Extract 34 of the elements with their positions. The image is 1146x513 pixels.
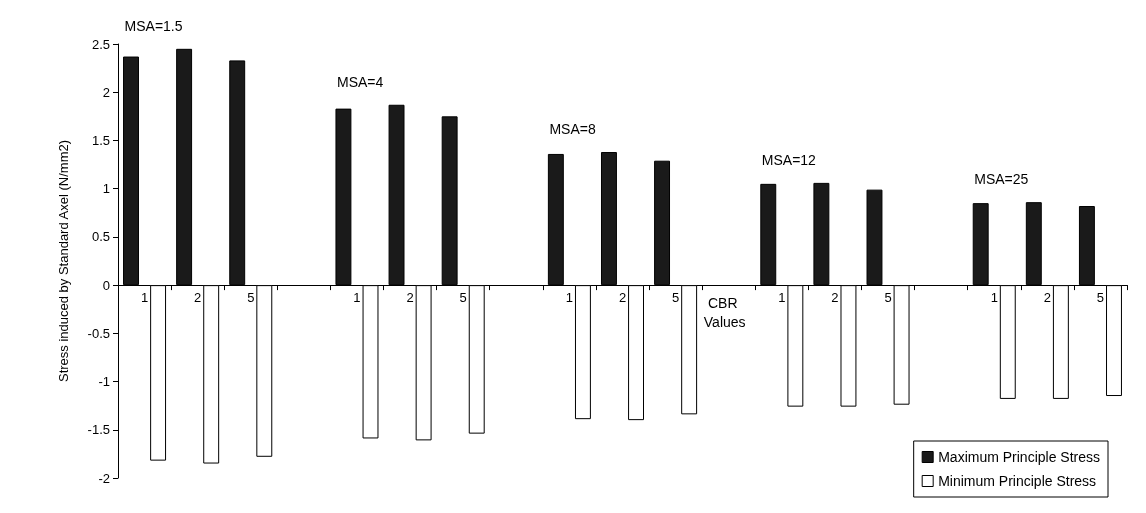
x-tick-label: 2	[1043, 290, 1051, 306]
x-tick-label: 2	[406, 290, 414, 306]
x-tick-label: 5	[247, 290, 255, 306]
x-tick-label: 2	[831, 290, 839, 306]
x-tick-label: 1	[778, 290, 786, 306]
x-tick-label: 5	[671, 290, 680, 306]
x-tick-label: 2	[618, 290, 627, 306]
y-tick-label: 0.5	[91, 229, 110, 245]
x-tick-label: 1	[990, 290, 998, 306]
y-tick-label: 2.5	[91, 36, 110, 52]
y-tick-label: 0	[102, 277, 110, 293]
y-axis-title: Stress induced by Standard Axel (N/mm2)	[56, 139, 71, 383]
y-tick-label: 2	[102, 84, 110, 100]
y-tick-label: -0.5	[87, 325, 110, 341]
legend-label: Maximum Principle Stress	[938, 449, 1101, 465]
y-tick-label: -1	[98, 374, 110, 390]
x-tick-label: 5	[884, 290, 892, 306]
annotation: MSA=25	[974, 171, 1029, 188]
legend-label: Minimum Principle Stress	[938, 473, 1097, 489]
annotation: MSA=8	[549, 121, 596, 138]
y-tick-label: 1	[102, 181, 110, 197]
annotation: MSA=4	[336, 73, 384, 90]
text: MSA=1.5	[124, 17, 183, 34]
x-axis-title: CBR Values	[703, 294, 746, 330]
x-tick-label: 5	[459, 290, 467, 306]
y-tick-label: -2	[98, 470, 110, 486]
y-tick-label: -1.5	[87, 422, 110, 438]
annotation: MSA=12	[761, 151, 817, 168]
x-tick-label: 1	[565, 290, 574, 306]
x-tick-label: 1	[353, 290, 361, 306]
x-tick-label: 1	[140, 290, 149, 306]
x-tick-label: 2	[194, 290, 202, 306]
y-tick-label: 1.5	[91, 132, 110, 148]
x-tick-label: 5	[1096, 290, 1105, 306]
